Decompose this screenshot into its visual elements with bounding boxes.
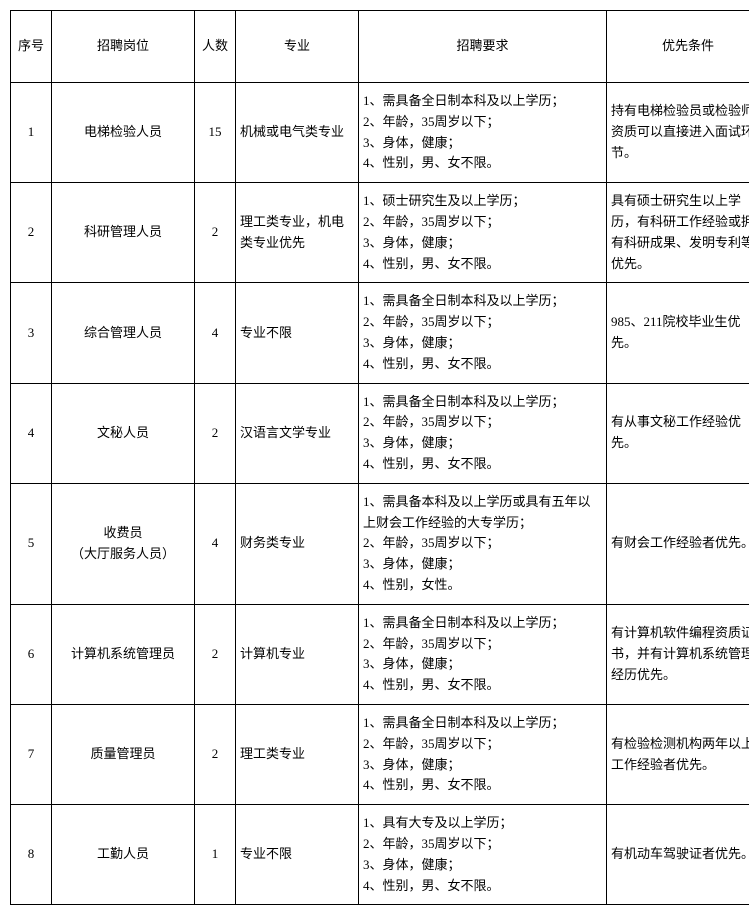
cell-preference: 有机动车驾驶证者优先。 [607, 805, 749, 905]
table-row: 3综合管理人员4专业不限1、需具备全日制本科及以上学历； 2、年龄，35周岁以下… [11, 283, 749, 383]
cell-preference: 有计算机软件编程资质证书，并有计算机系统管理经历优先。 [607, 604, 749, 704]
cell-major: 理工类专业，机电类专业优先 [236, 183, 359, 283]
cell-position: 文秘人员 [52, 383, 195, 483]
cell-num: 2 [11, 183, 52, 283]
cell-count: 2 [195, 604, 236, 704]
cell-position: 科研管理人员 [52, 183, 195, 283]
header-preference: 优先条件 [607, 11, 749, 83]
cell-requirements: 1、需具备全日制本科及以上学历； 2、年龄，35周岁以下； 3、身体，健康； 4… [359, 604, 607, 704]
cell-preference: 985、211院校毕业生优先。 [607, 283, 749, 383]
cell-count: 4 [195, 483, 236, 604]
cell-major: 专业不限 [236, 805, 359, 905]
header-count: 人数 [195, 11, 236, 83]
cell-major: 理工类专业 [236, 704, 359, 804]
cell-major: 汉语言文学专业 [236, 383, 359, 483]
header-num: 序号 [11, 11, 52, 83]
cell-preference: 有检验检测机构两年以上工作经验者优先。 [607, 704, 749, 804]
cell-major: 财务类专业 [236, 483, 359, 604]
cell-position: 质量管理员 [52, 704, 195, 804]
cell-requirements: 1、具有大专及以上学历； 2、年龄，35周岁以下； 3、身体，健康； 4、性别，… [359, 805, 607, 905]
table-row: 2科研管理人员2理工类专业，机电类专业优先1、硕士研究生及以上学历； 2、年龄，… [11, 183, 749, 283]
cell-count: 1 [195, 805, 236, 905]
cell-preference: 持有电梯检验员或检验师资质可以直接进入面试环节。 [607, 83, 749, 183]
cell-requirements: 1、硕士研究生及以上学历； 2、年龄，35周岁以下； 3、身体，健康； 4、性别… [359, 183, 607, 283]
cell-num: 6 [11, 604, 52, 704]
cell-num: 7 [11, 704, 52, 804]
cell-preference: 具有硕士研究生以上学历，有科研工作经验或拥有科研成果、发明专利等优先。 [607, 183, 749, 283]
cell-position: 电梯检验人员 [52, 83, 195, 183]
header-major: 专业 [236, 11, 359, 83]
header-requirements: 招聘要求 [359, 11, 607, 83]
table-row: 8工勤人员1专业不限1、具有大专及以上学历； 2、年龄，35周岁以下； 3、身体… [11, 805, 749, 905]
cell-count: 2 [195, 183, 236, 283]
cell-num: 4 [11, 383, 52, 483]
table-body: 1电梯检验人员15机械或电气类专业1、需具备全日制本科及以上学历； 2、年龄，3… [11, 83, 749, 905]
cell-num: 5 [11, 483, 52, 604]
cell-requirements: 1、需具备全日制本科及以上学历； 2、年龄，35周岁以下； 3、身体，健康； 4… [359, 283, 607, 383]
table-row: 5收费员 （大厅服务人员）4财务类专业1、需具备本科及以上学历或具有五年以上财会… [11, 483, 749, 604]
cell-preference: 有从事文秘工作经验优先。 [607, 383, 749, 483]
cell-position: 计算机系统管理员 [52, 604, 195, 704]
header-position: 招聘岗位 [52, 11, 195, 83]
table-row: 4文秘人员2汉语言文学专业1、需具备全日制本科及以上学历； 2、年龄，35周岁以… [11, 383, 749, 483]
cell-num: 3 [11, 283, 52, 383]
cell-position: 综合管理人员 [52, 283, 195, 383]
cell-requirements: 1、需具备本科及以上学历或具有五年以上财会工作经验的大专学历； 2、年龄，35周… [359, 483, 607, 604]
cell-count: 2 [195, 383, 236, 483]
cell-requirements: 1、需具备全日制本科及以上学历； 2、年龄，35周岁以下； 3、身体，健康； 4… [359, 83, 607, 183]
cell-count: 4 [195, 283, 236, 383]
cell-count: 2 [195, 704, 236, 804]
cell-major: 机械或电气类专业 [236, 83, 359, 183]
cell-preference: 有财会工作经验者优先。 [607, 483, 749, 604]
table-row: 6计算机系统管理员2计算机专业1、需具备全日制本科及以上学历； 2、年龄，35周… [11, 604, 749, 704]
cell-major: 专业不限 [236, 283, 359, 383]
table-header-row: 序号 招聘岗位 人数 专业 招聘要求 优先条件 [11, 11, 749, 83]
cell-position: 收费员 （大厅服务人员） [52, 483, 195, 604]
table-row: 1电梯检验人员15机械或电气类专业1、需具备全日制本科及以上学历； 2、年龄，3… [11, 83, 749, 183]
cell-major: 计算机专业 [236, 604, 359, 704]
cell-requirements: 1、需具备全日制本科及以上学历； 2、年龄，35周岁以下； 3、身体，健康； 4… [359, 383, 607, 483]
cell-position: 工勤人员 [52, 805, 195, 905]
recruitment-table: 序号 招聘岗位 人数 专业 招聘要求 优先条件 1电梯检验人员15机械或电气类专… [10, 10, 749, 905]
cell-num: 1 [11, 83, 52, 183]
cell-num: 8 [11, 805, 52, 905]
cell-count: 15 [195, 83, 236, 183]
cell-requirements: 1、需具备全日制本科及以上学历； 2、年龄，35周岁以下； 3、身体，健康； 4… [359, 704, 607, 804]
table-row: 7质量管理员2理工类专业1、需具备全日制本科及以上学历； 2、年龄，35周岁以下… [11, 704, 749, 804]
